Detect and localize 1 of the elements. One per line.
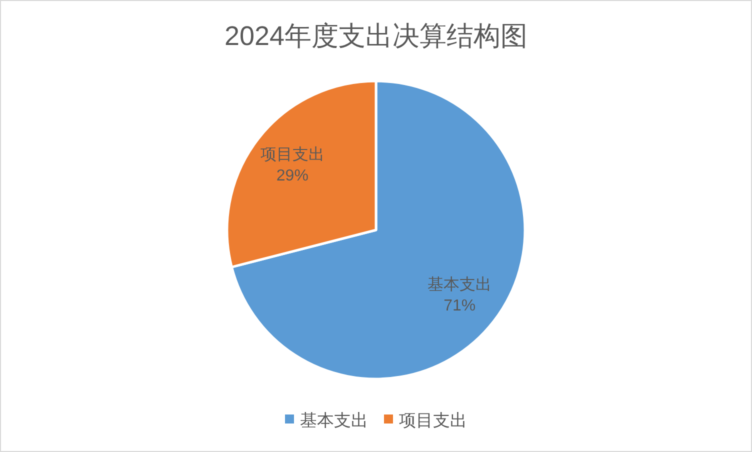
title: 2024年度支出决算结构图 bbox=[224, 21, 528, 51]
